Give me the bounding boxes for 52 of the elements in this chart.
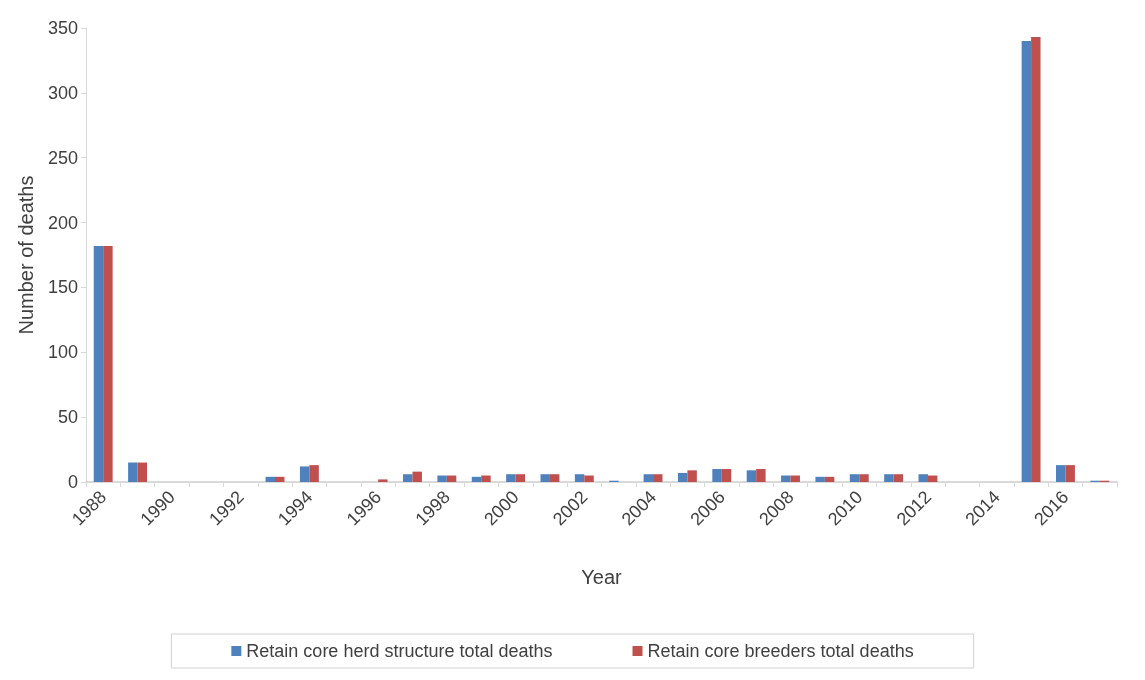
y-tick-label: 50 — [57, 407, 78, 428]
bar — [515, 474, 526, 482]
bar — [918, 474, 928, 482]
bar — [884, 474, 894, 482]
bar — [893, 474, 904, 482]
bar — [128, 462, 138, 482]
bar — [309, 465, 319, 482]
bar — [137, 462, 147, 482]
bar — [756, 469, 766, 482]
bar — [849, 474, 860, 482]
bar — [103, 245, 113, 482]
bar — [824, 476, 835, 482]
y-tick-label: 150 — [47, 277, 78, 298]
bar — [437, 475, 447, 482]
x-axis-title: Year — [581, 566, 623, 588]
bar — [781, 475, 791, 482]
y-tick-label: 350 — [47, 18, 78, 38]
bar — [93, 245, 104, 482]
bar — [506, 474, 516, 482]
y-tick-label: 0 — [67, 472, 78, 492]
bar — [712, 469, 722, 482]
bar — [653, 474, 663, 482]
bar — [574, 474, 585, 482]
y-tick-label: 250 — [47, 147, 78, 168]
bar — [721, 469, 732, 482]
bar — [403, 474, 413, 482]
bar — [1056, 465, 1066, 482]
legend-label: Retain core herd structure total deaths — [246, 641, 553, 661]
bar — [1021, 40, 1032, 482]
bar — [687, 470, 697, 482]
bar — [643, 474, 654, 482]
bar — [746, 470, 757, 482]
y-axis-title: Number of deaths — [15, 175, 37, 335]
y-tick-label: 100 — [47, 342, 78, 363]
bar — [275, 476, 285, 482]
bar — [378, 479, 388, 482]
bar — [540, 474, 550, 482]
bar — [1065, 465, 1075, 482]
bar — [471, 476, 482, 482]
bar — [677, 472, 688, 482]
bar — [584, 475, 594, 482]
bar — [549, 474, 560, 482]
bar — [481, 475, 491, 482]
bar — [1031, 37, 1041, 482]
bar — [299, 466, 310, 482]
legend-label: Retain core breeders total deaths — [647, 641, 914, 661]
bar — [859, 474, 869, 482]
y-tick-label: 300 — [47, 82, 78, 103]
bar — [265, 476, 276, 482]
bar — [412, 471, 422, 482]
bar — [815, 476, 825, 482]
y-tick-label: 200 — [47, 212, 78, 233]
